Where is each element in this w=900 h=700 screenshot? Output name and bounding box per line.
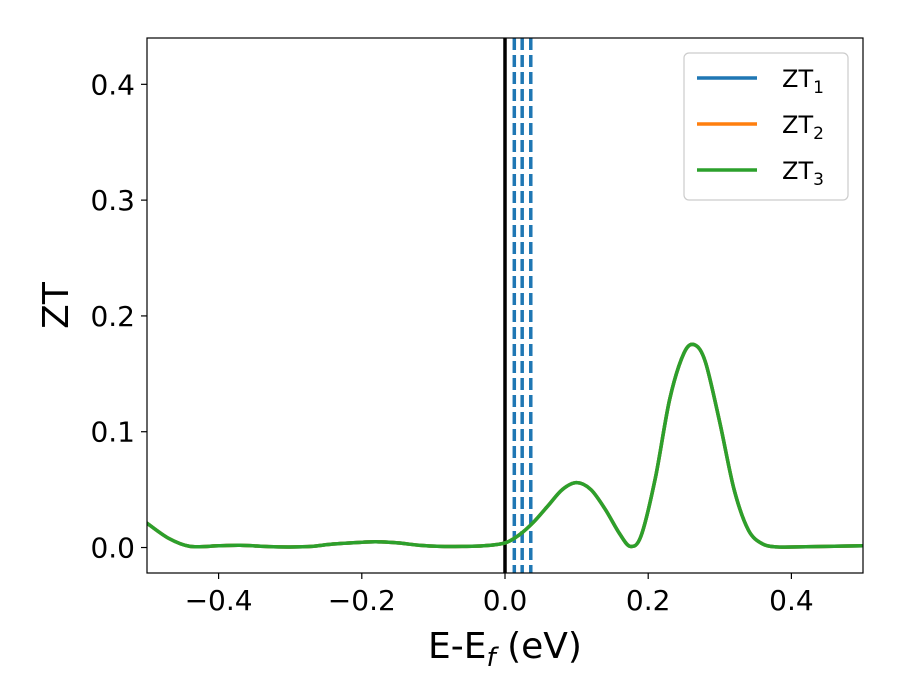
legend: ZT1 ZT2 ZT3	[683, 52, 849, 201]
x-tick-label: −0.4	[185, 584, 253, 617]
x-axis-label-main: E-E	[428, 626, 486, 667]
legend-box	[683, 52, 849, 201]
legend-label-1: ZT1	[782, 65, 824, 98]
x-tick-label: 0.2	[626, 584, 671, 617]
x-axis-label-unit: (eV)	[496, 626, 582, 667]
x-axis: −0.4 −0.2 0.0 0.2 0.4	[185, 573, 814, 617]
legend-label-3: ZT3	[782, 157, 824, 190]
y-tick-label: 0.1	[90, 416, 135, 449]
x-tick-label: 0.0	[483, 584, 528, 617]
y-axis-label: ZT	[36, 281, 77, 329]
x-tick-label: −0.2	[328, 584, 396, 617]
legend-label-2: ZT2	[782, 111, 824, 144]
vertical-lines	[503, 38, 533, 573]
y-tick-label: 0.4	[90, 68, 135, 101]
y-axis: 0.0 0.1 0.2 0.3 0.4	[90, 68, 147, 565]
y-tick-label: 0.2	[90, 300, 135, 333]
x-tick-label: 0.4	[769, 584, 814, 617]
y-tick-label: 0.3	[90, 184, 135, 217]
series-lines	[147, 342, 863, 549]
series-line-3	[147, 342, 863, 549]
x-axis-label: E-Ef (eV)	[428, 626, 582, 673]
y-tick-label: 0.0	[90, 532, 135, 565]
